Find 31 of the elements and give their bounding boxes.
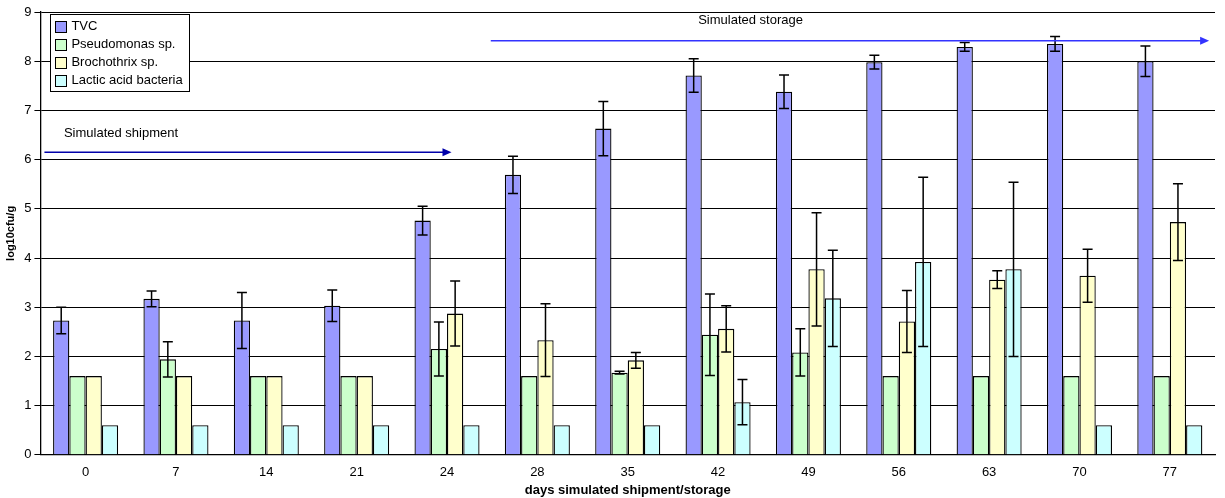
x-tick-label: 49 bbox=[801, 464, 816, 480]
y-tick-label: 3 bbox=[24, 298, 32, 314]
legend-label: Lactic acid bacteria bbox=[71, 71, 183, 89]
x-axis-title: days simulated shipment/storage bbox=[524, 481, 731, 497]
x-tick-label: 56 bbox=[891, 464, 906, 480]
y-tick-label: 1 bbox=[24, 397, 32, 413]
y-tick-label: 4 bbox=[24, 249, 32, 265]
x-tick-label: 14 bbox=[259, 464, 274, 480]
x-tick-label: 77 bbox=[1162, 464, 1178, 480]
annotation: Simulated storage bbox=[698, 12, 803, 27]
y-tick-label: 0 bbox=[24, 446, 32, 462]
x-tick-label: 0 bbox=[81, 464, 90, 480]
x-tick-label: 7 bbox=[172, 464, 180, 480]
x-tick-label: 63 bbox=[981, 464, 997, 480]
x-tick-label: 21 bbox=[349, 464, 364, 480]
annotation: Simulated shipment bbox=[63, 124, 179, 140]
y-tick-label: 6 bbox=[24, 151, 32, 167]
x-tick-label: 42 bbox=[710, 464, 726, 480]
x-tick-label: 35 bbox=[620, 464, 635, 480]
y-tick-label: 7 bbox=[24, 101, 32, 117]
x-tick-label: 24 bbox=[439, 464, 455, 480]
legend-label: Brochothrix sp. bbox=[71, 53, 159, 71]
y-axis-title: log10cfu/g bbox=[3, 205, 16, 261]
x-tick-label: 70 bbox=[1072, 464, 1087, 480]
x-tick-label: 28 bbox=[530, 464, 545, 480]
y-tick-label: 2 bbox=[24, 347, 32, 363]
y-tick-label: 9 bbox=[24, 3, 32, 19]
y-tick-label: 5 bbox=[24, 200, 32, 216]
y-tick-label: 8 bbox=[24, 52, 32, 68]
legend-label: Pseudomonas sp. bbox=[71, 35, 176, 53]
legend-label: TVC bbox=[71, 17, 98, 35]
